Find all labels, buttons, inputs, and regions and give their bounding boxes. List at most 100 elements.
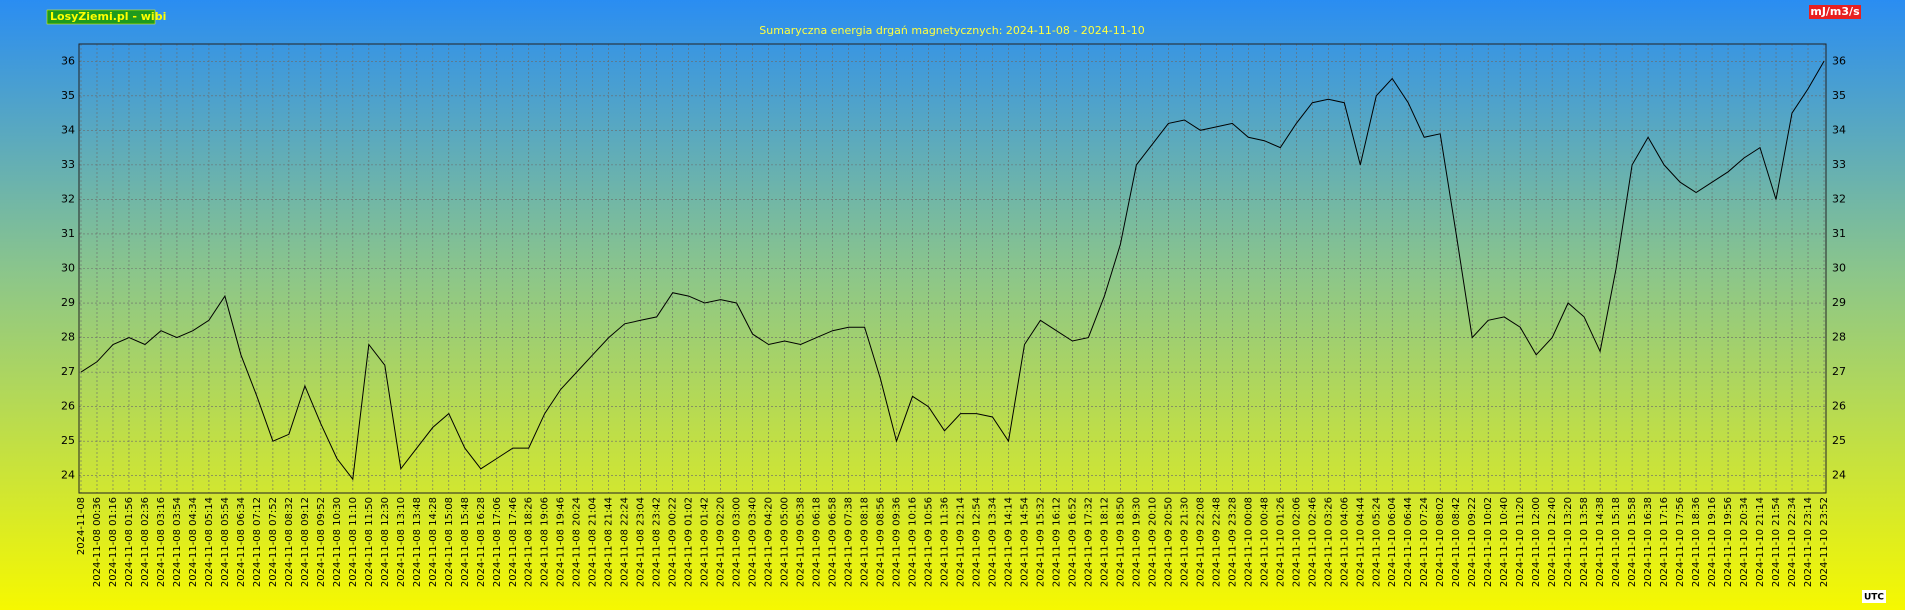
timezone-badge <box>1862 590 1886 603</box>
x-tick-label: 2024-11-08 22:24 <box>620 497 631 587</box>
x-tick-label: 2024-11-09 23:28 <box>1227 497 1238 587</box>
x-tick-label: 2024-11-08 07:12 <box>252 497 263 587</box>
chart-title: Sumaryczna energia drgań magnetycznych: … <box>759 24 1144 37</box>
x-tick-label: 2024-11-08 23:42 <box>652 497 663 587</box>
x-tick-label: 2024-11-10 04:06 <box>1339 497 1350 587</box>
x-tick-label: 2024-11-09 06:58 <box>828 497 839 587</box>
x-tick-label: 2024-11-08 05:14 <box>204 497 215 587</box>
x-tick-label: 2024-11-09 05:38 <box>796 497 807 587</box>
x-tick-label: 2024-11-10 13:20 <box>1563 497 1574 587</box>
x-tick-label: 2024-11-09 13:34 <box>987 497 998 587</box>
x-tick-label: 2024-11-09 14:14 <box>1003 497 1014 587</box>
x-tick-label: 2024-11-08 12:30 <box>380 497 391 587</box>
y2-tick-label: 24 <box>1832 469 1846 482</box>
x-tick-label: 2024-11-08 13:48 <box>412 497 423 587</box>
y2-tick-label: 25 <box>1832 434 1846 447</box>
y-tick-label: 32 <box>61 192 75 205</box>
x-tick-label: 2024-11-08 10:30 <box>332 497 343 587</box>
x-tick-label: 2024-11-10 00:48 <box>1259 497 1270 587</box>
y2-tick-label: 31 <box>1832 227 1846 240</box>
x-tick-label: 2024-11-08 <box>76 497 87 555</box>
x-tick-label: 2024-11-10 18:36 <box>1691 497 1702 587</box>
data-line <box>80 61 1825 481</box>
y-tick-label: 36 <box>61 54 75 67</box>
x-tick-label: 2024-11-08 11:50 <box>364 497 375 587</box>
x-tick-label: 2024-11-09 06:18 <box>812 497 823 587</box>
x-tick-label: 2024-11-09 18:50 <box>1115 497 1126 587</box>
x-tick-label: 2024-11-10 09:22 <box>1467 497 1478 587</box>
x-tick-label: 2024-11-10 19:16 <box>1707 497 1718 587</box>
x-tick-label: 2024-11-08 03:16 <box>156 497 167 587</box>
x-tick-label: 2024-11-10 04:44 <box>1355 497 1366 587</box>
plot-frame <box>78 43 1827 494</box>
x-tick-label: 2024-11-08 09:12 <box>300 497 311 587</box>
unit-badge <box>1809 5 1861 19</box>
x-tick-label: 2024-11-08 21:04 <box>588 497 599 587</box>
x-tick-label: 2024-11-08 19:06 <box>540 497 551 587</box>
x-tick-label: 2024-11-10 14:38 <box>1595 497 1606 587</box>
x-tick-label: 2024-11-10 08:02 <box>1435 497 1446 587</box>
x-tick-label: 2024-11-09 05:00 <box>780 497 791 587</box>
x-tick-label: 2024-11-08 13:10 <box>396 497 407 587</box>
x-tick-label: 2024-11-09 11:36 <box>940 497 951 587</box>
x-tick-label: 2024-11-10 02:46 <box>1307 497 1318 587</box>
x-tick-label: 2024-11-10 16:38 <box>1643 497 1654 587</box>
x-tick-label: 2024-11-09 01:02 <box>684 497 695 587</box>
x-tick-label: 2024-11-09 03:00 <box>732 497 743 587</box>
x-tick-label: 2024-11-09 12:54 <box>971 497 982 587</box>
x-tick-label: 2024-11-09 20:50 <box>1163 497 1174 587</box>
y2-tick-label: 34 <box>1832 123 1846 136</box>
y-tick-label: 27 <box>61 365 75 378</box>
x-tick-label: 2024-11-08 21:44 <box>604 497 615 587</box>
x-tick-label: 2024-11-09 20:10 <box>1147 497 1158 587</box>
x-tick-label: 2024-11-10 00:08 <box>1243 497 1254 587</box>
x-tick-label: 2024-11-08 16:28 <box>476 497 487 587</box>
y-tick-label: 34 <box>61 123 75 136</box>
x-tick-label: 2024-11-09 17:32 <box>1083 497 1094 587</box>
x-tick-label: 2024-11-09 04:20 <box>764 497 775 587</box>
x-tick-label: 2024-11-08 05:54 <box>220 497 231 587</box>
x-tick-label: 2024-11-08 07:52 <box>268 497 279 587</box>
x-tick-label: 2024-11-08 17:46 <box>508 497 519 587</box>
x-tick-label: 2024-11-09 08:56 <box>876 497 887 587</box>
y2-tick-label: 26 <box>1832 400 1846 413</box>
x-tick-label: 2024-11-10 03:26 <box>1323 497 1334 587</box>
source-badge <box>46 9 156 25</box>
x-tick-label: 2024-11-09 19:30 <box>1131 497 1142 587</box>
x-tick-label: 2024-11-10 08:42 <box>1451 497 1462 587</box>
x-tick-label: 2024-11-09 18:12 <box>1099 497 1110 587</box>
x-tick-label: 2024-11-10 15:58 <box>1627 497 1638 587</box>
x-tick-label: 2024-11-09 03:40 <box>748 497 759 587</box>
y2-tick-label: 28 <box>1832 331 1846 344</box>
x-tick-label: 2024-11-10 21:54 <box>1771 497 1782 587</box>
x-tick-label: 2024-11-10 05:24 <box>1371 497 1382 587</box>
x-tick-label: 2024-11-10 02:06 <box>1291 497 1302 587</box>
x-tick-label: 2024-11-09 21:30 <box>1179 497 1190 587</box>
x-tick-label: 2024-11-09 09:36 <box>892 497 903 587</box>
x-tick-label: 2024-11-09 10:16 <box>908 497 919 587</box>
x-tick-label: 2024-11-10 07:24 <box>1419 497 1430 587</box>
x-tick-label: 2024-11-10 06:44 <box>1403 497 1414 587</box>
x-tick-label: 2024-11-10 22:34 <box>1787 497 1798 587</box>
y2-tick-label: 27 <box>1832 365 1846 378</box>
x-tick-label: 2024-11-08 18:26 <box>524 497 535 587</box>
y-tick-label: 25 <box>61 434 75 447</box>
x-tick-label: 2024-11-10 10:02 <box>1483 497 1494 587</box>
x-tick-label: 2024-11-08 06:34 <box>236 497 247 587</box>
y-tick-label: 33 <box>61 158 75 171</box>
x-tick-label: 2024-11-08 00:36 <box>92 497 103 587</box>
y-tick-label: 26 <box>61 400 75 413</box>
x-tick-label: 2024-11-08 03:54 <box>172 497 183 587</box>
x-tick-label: 2024-11-09 16:12 <box>1051 497 1062 587</box>
y2-tick-label: 29 <box>1832 296 1846 309</box>
y-tick-label: 24 <box>61 469 75 482</box>
x-tick-label: 2024-11-08 04:34 <box>188 497 199 587</box>
x-tick-label: 2024-11-09 22:48 <box>1211 497 1222 587</box>
x-tick-label: 2024-11-08 11:10 <box>348 497 359 587</box>
x-tick-label: 2024-11-10 23:52 <box>1819 497 1830 587</box>
y-tick-label: 30 <box>61 262 75 275</box>
x-tick-label: 2024-11-10 01:26 <box>1275 497 1286 587</box>
y2-tick-label: 33 <box>1832 158 1846 171</box>
y-tick-label: 29 <box>61 296 75 309</box>
